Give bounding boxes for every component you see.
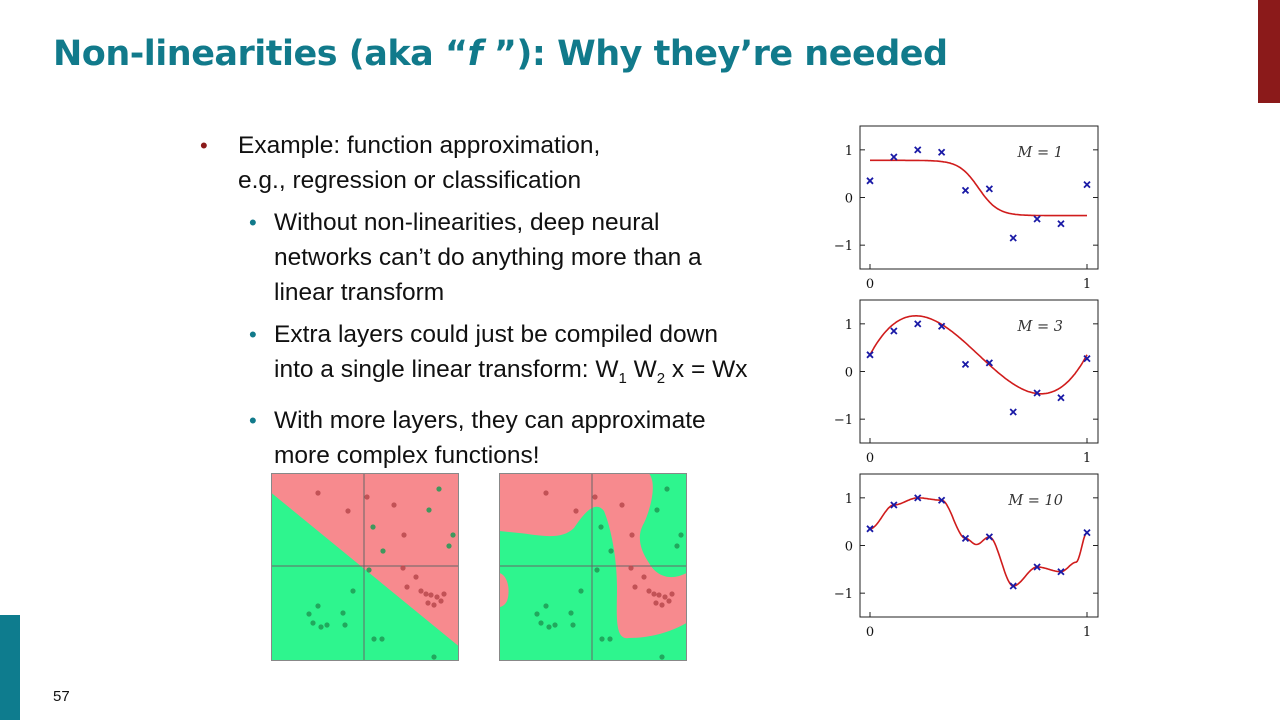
- model-order-label: M = 10: [1007, 493, 1063, 509]
- slide-title: Non-linearities (aka “f ”): Why they’re …: [53, 34, 948, 74]
- corner-accent-bar: [1258, 0, 1280, 103]
- bullet-main-line1: Example: function approximation,: [238, 132, 601, 159]
- y-tick-label: 1: [845, 318, 853, 333]
- data-point: [1057, 568, 1065, 576]
- y-tick-label: 0: [845, 540, 853, 555]
- x-tick-label: 0: [866, 625, 874, 640]
- equation-text-b: W: [626, 356, 657, 383]
- y-tick-label: −1: [834, 587, 853, 602]
- title-f-symbol: f: [467, 34, 483, 74]
- x-tick-label: 1: [1083, 277, 1091, 292]
- fit-curve: [870, 159, 1087, 217]
- data-point: [1083, 180, 1091, 189]
- data-point: [1083, 528, 1091, 537]
- bullet-sub-3: • With more layers, they can approximate…: [200, 403, 800, 473]
- data-point: [1009, 408, 1017, 416]
- data-point: [937, 496, 946, 504]
- bullet-marker-sub: •: [249, 322, 257, 347]
- subscript-1: 1: [618, 369, 627, 387]
- bullet-main: • Example: function approximation, e.g.,…: [200, 128, 800, 198]
- data-point: [1009, 234, 1017, 242]
- data-point: [937, 148, 946, 156]
- data-point: [1057, 220, 1065, 228]
- equation-text-a: into a single linear transform: W: [274, 356, 619, 383]
- subscript-2: 2: [656, 369, 666, 387]
- bullet-marker-main: •: [200, 133, 208, 158]
- linear-decision-plot: [271, 473, 459, 661]
- model-order-label: M = 1: [1017, 145, 1063, 161]
- y-tick-label: 0: [845, 366, 853, 381]
- plot-border: [499, 473, 687, 661]
- green-points: [306, 486, 456, 660]
- bullet-list: • Example: function approximation, e.g.,…: [200, 128, 800, 473]
- data-point: [937, 322, 946, 330]
- data-point: [1057, 394, 1065, 402]
- data-point: [866, 525, 874, 533]
- model-order-label: M = 3: [1017, 319, 1063, 335]
- x-tick-label: 1: [1083, 625, 1091, 640]
- data-point: [1009, 582, 1017, 590]
- equation-text-c: x = Wx: [665, 356, 748, 383]
- bullet-sub1-line2: networks can’t do anything more than a: [274, 244, 702, 271]
- data-point: [985, 359, 993, 367]
- page-number: 57: [53, 688, 70, 705]
- left-accent-bar: [0, 615, 20, 720]
- data-point: [890, 327, 898, 335]
- nonlinear-decision-plot: [499, 473, 687, 661]
- polyfit-plot-m10: 1 0 −1 0 1 M = 10: [834, 473, 1099, 640]
- bullet-sub-2: • Extra layers could just be compiled do…: [200, 317, 800, 396]
- bullet-sub2-line1: Extra layers could just be compiled down: [274, 321, 718, 348]
- y-tick-label: 1: [845, 492, 853, 507]
- data-point: [961, 360, 970, 368]
- data-point: [914, 146, 922, 154]
- red-points: [543, 490, 675, 608]
- plot-border: [271, 473, 459, 661]
- polyfit-plot-m3: 1 0 −1 0 1 M = 3: [834, 299, 1099, 466]
- bullet-sub-1: • Without non-linearities, deep neural n…: [200, 205, 800, 310]
- y-tick-label: 0: [845, 192, 853, 207]
- data-point: [890, 501, 898, 509]
- data-point: [866, 351, 874, 359]
- plot-frame: [859, 473, 1099, 618]
- plot-frame: [859, 299, 1099, 444]
- y-tick-label: 1: [845, 144, 853, 159]
- title-text-end: ”): Why they’re needed: [482, 34, 948, 74]
- bullet-marker-sub: •: [249, 407, 257, 433]
- data-point: [890, 153, 898, 161]
- data-point: [914, 320, 922, 328]
- bullet-marker-sub: •: [249, 210, 257, 235]
- data-point: [914, 494, 922, 502]
- x-tick-label: 1: [1083, 451, 1091, 466]
- data-point: [866, 177, 874, 185]
- bullet-sub3-line1: With more layers, they can approximate: [274, 406, 706, 434]
- data-point: [1033, 215, 1041, 223]
- title-text-start: Non-linearities (aka “: [53, 34, 468, 74]
- red-region: [499, 473, 687, 639]
- polyfit-plot-m1: 1 0 −1 0 1 M = 1: [834, 125, 1099, 292]
- red-region-left: [499, 573, 509, 607]
- data-point: [1033, 563, 1041, 571]
- bullet-sub1-line1: Without non-linearities, deep neural: [274, 209, 660, 236]
- fit-curve: [869, 315, 1088, 395]
- red-points: [315, 490, 447, 608]
- y-tick-label: −1: [834, 413, 853, 428]
- data-point: [1033, 389, 1041, 397]
- data-point: [961, 534, 970, 542]
- data-point: [985, 185, 993, 193]
- data-point: [961, 186, 970, 194]
- bullet-sub1-line3: linear transform: [274, 279, 445, 306]
- x-tick-label: 0: [866, 277, 874, 292]
- plot-frame: [859, 125, 1099, 270]
- bullet-main-line2: e.g., regression or classification: [238, 167, 582, 194]
- x-tick-label: 0: [866, 451, 874, 466]
- fit-curve: [869, 497, 1088, 587]
- y-tick-label: −1: [834, 239, 853, 254]
- red-region: [271, 473, 459, 646]
- green-points: [534, 486, 684, 660]
- bullet-sub3-line2: more complex functions!: [274, 441, 540, 469]
- data-point: [1083, 354, 1091, 363]
- bullet-sub2-line2: into a single linear transform: W1 W2 x …: [274, 352, 800, 396]
- data-point: [985, 533, 993, 541]
